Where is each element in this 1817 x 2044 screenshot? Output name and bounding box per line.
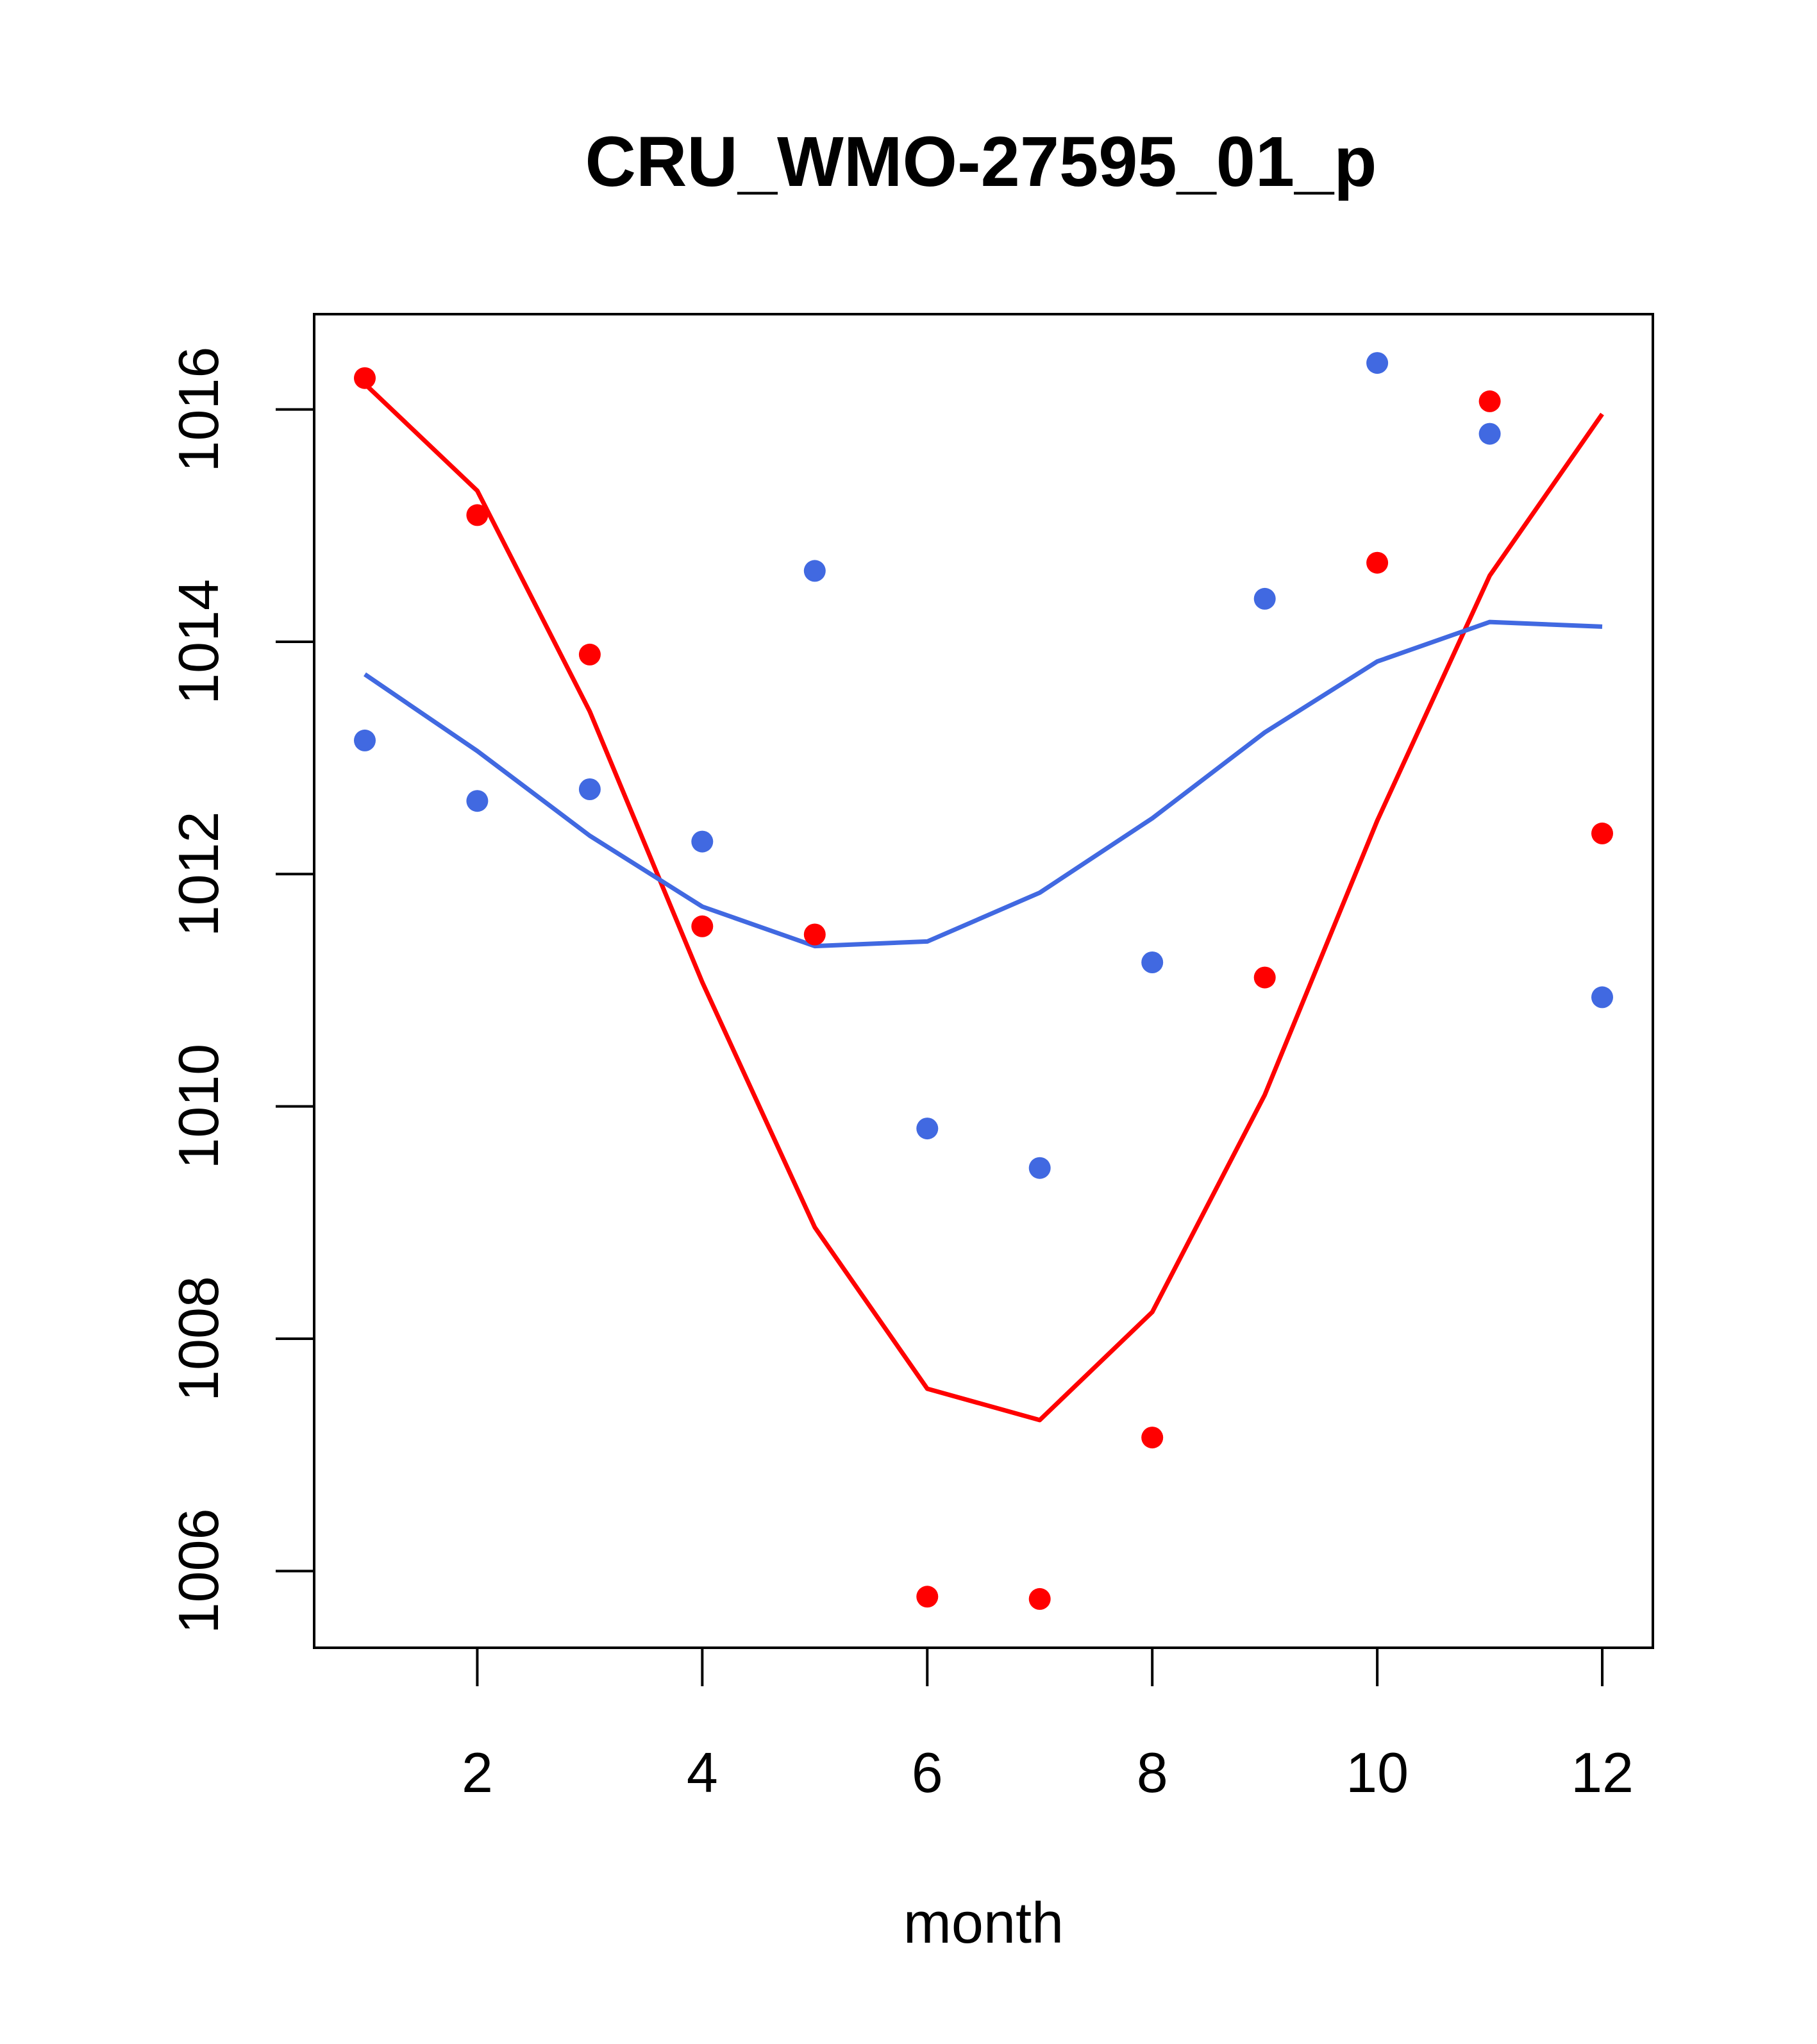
x-tick-label: 4 — [687, 1741, 718, 1804]
series-1-line — [363, 382, 1604, 1423]
y-axis: 1006 1008 1010 1012 1014 1016 — [167, 347, 314, 1634]
x-axis-label: month — [903, 1891, 1064, 1956]
x-tick-label: 10 — [1346, 1741, 1409, 1804]
y-tick-label: 1008 — [167, 1276, 230, 1402]
series-1-point — [466, 504, 489, 526]
series-1-point — [691, 915, 714, 937]
x-tick-label: 8 — [1137, 1741, 1168, 1804]
series-1-point — [803, 923, 826, 946]
series-2-point — [1591, 986, 1613, 1009]
y-tick-label: 1016 — [167, 347, 230, 473]
series-points — [354, 352, 1613, 1610]
plot-frame — [313, 313, 1654, 1649]
series-1-point — [1253, 966, 1276, 989]
series-1-point — [1366, 551, 1389, 574]
y-tick-label: 1006 — [167, 1509, 230, 1634]
series-1-point — [354, 367, 376, 389]
series-2-point — [916, 1118, 939, 1140]
y-tick-label: 1010 — [167, 1044, 230, 1169]
series-2-point — [803, 560, 826, 582]
x-tick-label: 2 — [462, 1741, 493, 1804]
series-1-point — [578, 643, 601, 666]
x-tick-label: 6 — [912, 1741, 943, 1804]
series-2-point — [691, 830, 714, 853]
x-tick-label: 12 — [1571, 1741, 1634, 1804]
chart-title: CRU_WMO-27595_01_p — [585, 122, 1377, 201]
series-2-point — [354, 729, 376, 751]
y-tick-label: 1012 — [167, 811, 230, 937]
series-1-point — [1028, 1587, 1051, 1610]
series-2-point — [466, 790, 489, 812]
y-tick-label: 1014 — [167, 579, 230, 705]
series-lines — [363, 382, 1604, 1423]
series-1-point — [916, 1586, 939, 1608]
series-2-point — [1253, 587, 1276, 610]
series-2-point — [1366, 352, 1389, 374]
series-2-point — [1478, 423, 1501, 445]
series-1-point — [1141, 1427, 1164, 1449]
series-2-point — [578, 778, 601, 800]
series-2-point — [1141, 951, 1164, 973]
series-2-line — [364, 619, 1603, 949]
x-axis: 2 4 6 8 10 12 — [462, 1648, 1634, 1804]
series-2-point — [1028, 1157, 1051, 1179]
series-1-point — [1478, 390, 1501, 412]
series-1-point — [1591, 822, 1613, 844]
